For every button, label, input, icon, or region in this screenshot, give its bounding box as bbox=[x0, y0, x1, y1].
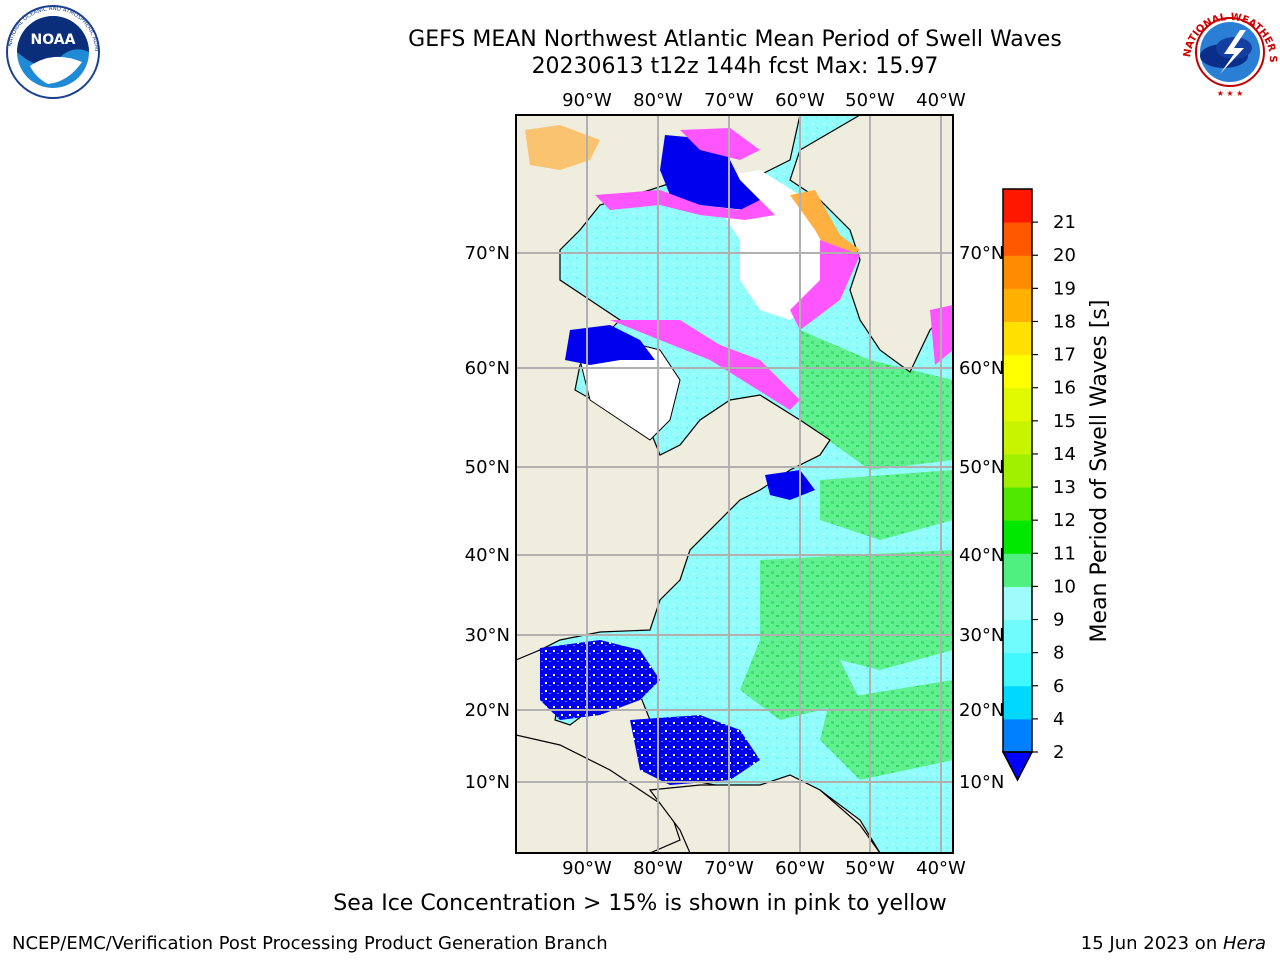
map-area bbox=[516, 115, 953, 853]
map-frame bbox=[515, 114, 954, 854]
sea-ice-orange-greenland bbox=[790, 190, 860, 265]
lat-label-left-20n: 20°N bbox=[465, 700, 510, 721]
colorbar-segment bbox=[1003, 652, 1032, 687]
colorbar-segment bbox=[1003, 288, 1032, 322]
lon-label-bottom-80w: 80°W bbox=[633, 858, 683, 879]
lon-label-top-80w: 80°W bbox=[633, 90, 683, 111]
low-period-caribbean bbox=[630, 715, 760, 785]
lon-label-top-90w: 90°W bbox=[562, 90, 612, 111]
colorbar-tick-label: 14 bbox=[1053, 444, 1076, 465]
lon-label-bottom-90w: 90°W bbox=[562, 858, 612, 879]
colorbar-segment bbox=[1003, 189, 1032, 223]
sea-ice-fringe-davis bbox=[790, 240, 860, 330]
lat-label-left-40n: 40°N bbox=[465, 545, 510, 566]
colorbar-tick-label: 20 bbox=[1053, 245, 1076, 266]
colorbar-segment bbox=[1003, 321, 1032, 356]
svg-text:NOAA: NOAA bbox=[31, 32, 76, 48]
colorbar-tick-label: 19 bbox=[1053, 278, 1076, 299]
swell-green-mid bbox=[820, 470, 953, 540]
colorbar-tick-label: 12 bbox=[1053, 510, 1076, 531]
lat-label-right-40n: 40°N bbox=[959, 545, 1004, 566]
colorbar-tick-label: 16 bbox=[1053, 378, 1076, 399]
credit-date-text: 15 Jun 2023 on bbox=[1080, 933, 1223, 954]
colorbar-segment bbox=[1003, 420, 1032, 455]
sea-ice-fringe-baffin bbox=[680, 128, 760, 160]
lat-label-right-70n: 70°N bbox=[959, 243, 1004, 264]
swell-green-north bbox=[800, 330, 953, 470]
lon-label-bottom-70w: 70°W bbox=[704, 858, 754, 879]
lon-label-bottom-50w: 50°W bbox=[845, 858, 895, 879]
sea-ice-note: Sea Ice Concentration > 15% is shown in … bbox=[333, 891, 947, 916]
noaa-logo: NOAA NATIONAL OCEANIC AND ATMOSPHERIC AD… bbox=[2, 4, 100, 99]
map-title: GEFS MEAN Northwest Atlantic Mean Period… bbox=[408, 27, 1062, 52]
colorbar-segment bbox=[1003, 718, 1032, 753]
lat-label-left-50n: 50°N bbox=[465, 457, 510, 478]
colorbar-tick-label: 17 bbox=[1053, 345, 1076, 366]
colorbar-segment bbox=[1003, 685, 1032, 720]
colorbar-segment bbox=[1003, 255, 1032, 289]
colorbar-tick-label: 11 bbox=[1053, 543, 1076, 564]
lat-label-right-50n: 50°N bbox=[959, 457, 1004, 478]
colorbar-outline bbox=[1002, 188, 1033, 753]
colorbar: 2 4 6 8 9 10 11 12 13 14 15 16 17 18 19 20 21 bbox=[1001, 188, 1076, 782]
colorbar-tick-label: 10 bbox=[1053, 576, 1076, 597]
colorbar-segment bbox=[1003, 387, 1032, 422]
colorbar-tick-label: 6 bbox=[1053, 676, 1064, 697]
lon-label-bottom-60w: 60°W bbox=[775, 858, 825, 879]
lat-label-left-30n: 30°N bbox=[465, 625, 510, 646]
colorbar-segment bbox=[1003, 222, 1032, 256]
colorbar-segment bbox=[1003, 487, 1032, 521]
colorbar-tick-label: 18 bbox=[1053, 311, 1076, 332]
low-period-baffin bbox=[660, 135, 760, 210]
svg-text:★ ★ ★: ★ ★ ★ bbox=[1217, 89, 1244, 98]
colorbar-segment bbox=[1003, 520, 1032, 554]
colorbar-segment bbox=[1003, 586, 1032, 621]
colorbar-extension bbox=[1001, 751, 1034, 782]
credit-date: 15 Jun 2023 on Hera bbox=[1081, 933, 1266, 954]
lon-label-top-50w: 50°W bbox=[845, 90, 895, 111]
lat-label-right-30n: 30°N bbox=[959, 625, 1004, 646]
colorbar-segment bbox=[1003, 619, 1032, 654]
colorbar-segment bbox=[1003, 553, 1032, 587]
lon-label-top-40w: 40°W bbox=[916, 90, 966, 111]
colorbar-segment bbox=[1003, 453, 1032, 488]
swell-green-band bbox=[760, 550, 953, 670]
lon-label-top-60w: 60°W bbox=[775, 90, 825, 111]
lat-label-left-60n: 60°N bbox=[465, 358, 510, 379]
colorbar-segment bbox=[1003, 354, 1032, 389]
credit-machine: Hera bbox=[1222, 933, 1266, 954]
lat-label-left-10n: 10°N bbox=[465, 772, 510, 793]
colorbar-tick-label: 21 bbox=[1053, 212, 1076, 233]
map-subtitle: 20230613 t12z 144h fcst Max: 15.97 bbox=[531, 54, 939, 79]
swell-green-east bbox=[820, 680, 953, 780]
graticule bbox=[516, 115, 953, 853]
lat-label-right-20n: 20°N bbox=[959, 700, 1004, 721]
colorbar-tick-label: 4 bbox=[1053, 709, 1064, 730]
nws-logo: NATIONAL WEATHER SERVICE ★ ★ ★ bbox=[1180, 4, 1278, 98]
lon-label-top-70w: 70°W bbox=[704, 90, 754, 111]
colorbar-tick-label: 9 bbox=[1053, 610, 1064, 631]
sea-ice-fringe-labrador bbox=[610, 320, 800, 410]
low-period-stlawrence bbox=[765, 470, 815, 500]
colorbar-tick-label: 15 bbox=[1053, 411, 1076, 432]
low-period-gulf bbox=[540, 640, 660, 720]
sea-ice-orange-arctic bbox=[525, 125, 600, 170]
lon-label-bottom-40w: 40°W bbox=[916, 858, 966, 879]
lat-label-right-60n: 60°N bbox=[959, 358, 1004, 379]
colorbar-label: Mean Period of Swell Waves [s] bbox=[1087, 300, 1112, 643]
lat-label-right-10n: 10°N bbox=[959, 772, 1004, 793]
colorbar-tick-label: 2 bbox=[1053, 742, 1064, 763]
lat-label-left-70n: 70°N bbox=[465, 243, 510, 264]
credit-branch: NCEP/EMC/Verification Post Processing Pr… bbox=[12, 933, 608, 954]
colorbar-tick-label: 13 bbox=[1053, 477, 1076, 498]
colorbar-tick-label: 8 bbox=[1053, 643, 1064, 664]
